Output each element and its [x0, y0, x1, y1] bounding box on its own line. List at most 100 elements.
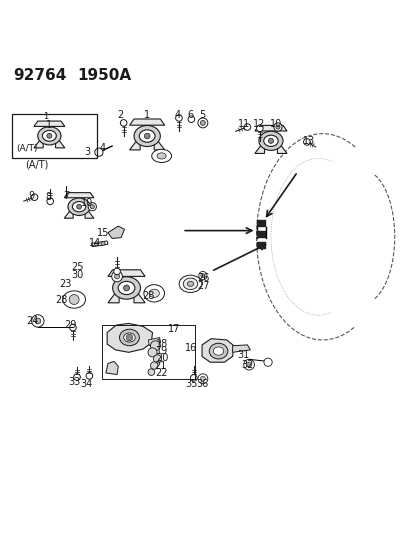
- Circle shape: [198, 271, 206, 280]
- Circle shape: [147, 369, 154, 375]
- Circle shape: [197, 118, 207, 128]
- Text: 3: 3: [84, 147, 90, 157]
- Text: 27: 27: [197, 281, 209, 292]
- Polygon shape: [232, 345, 250, 352]
- Polygon shape: [108, 293, 119, 303]
- Circle shape: [31, 315, 44, 327]
- Text: 13: 13: [302, 136, 315, 146]
- Ellipse shape: [209, 343, 227, 359]
- Text: 6: 6: [187, 110, 193, 120]
- Text: 36: 36: [195, 379, 208, 389]
- Polygon shape: [106, 361, 118, 375]
- Polygon shape: [64, 192, 94, 198]
- Ellipse shape: [42, 131, 56, 141]
- Text: 31: 31: [237, 350, 249, 360]
- Ellipse shape: [123, 333, 135, 342]
- Ellipse shape: [38, 127, 61, 145]
- Circle shape: [114, 274, 119, 279]
- Ellipse shape: [144, 285, 164, 302]
- Circle shape: [120, 119, 127, 126]
- Ellipse shape: [118, 281, 135, 295]
- Text: 29: 29: [64, 320, 76, 330]
- Text: 19: 19: [155, 346, 167, 356]
- Circle shape: [273, 123, 281, 131]
- Text: 9: 9: [28, 191, 35, 201]
- Circle shape: [47, 133, 52, 138]
- Circle shape: [88, 203, 96, 211]
- Circle shape: [190, 375, 197, 381]
- Bar: [257, 242, 266, 249]
- Circle shape: [275, 125, 279, 129]
- Bar: [102, 325, 194, 379]
- Circle shape: [35, 318, 40, 324]
- Circle shape: [74, 374, 80, 381]
- Text: 1: 1: [43, 112, 48, 121]
- Text: 14: 14: [88, 238, 101, 247]
- Text: 21: 21: [154, 360, 166, 370]
- Circle shape: [256, 125, 263, 132]
- Text: 5: 5: [198, 110, 205, 120]
- Polygon shape: [34, 140, 43, 148]
- Text: 8: 8: [45, 192, 51, 202]
- Text: (A/T): (A/T): [17, 144, 38, 154]
- Polygon shape: [64, 211, 73, 218]
- Ellipse shape: [187, 281, 193, 286]
- Circle shape: [246, 362, 251, 367]
- Circle shape: [126, 334, 133, 341]
- Circle shape: [86, 373, 93, 379]
- Text: 34: 34: [80, 379, 93, 389]
- Text: 4: 4: [174, 110, 180, 120]
- Text: 15: 15: [97, 228, 109, 238]
- Circle shape: [94, 242, 98, 246]
- Polygon shape: [34, 121, 65, 126]
- Circle shape: [188, 116, 194, 123]
- Text: 17: 17: [167, 324, 180, 334]
- Polygon shape: [85, 211, 94, 218]
- Text: 23: 23: [59, 279, 72, 289]
- Circle shape: [47, 198, 53, 205]
- Polygon shape: [129, 119, 164, 125]
- Ellipse shape: [151, 149, 171, 163]
- Text: 25: 25: [71, 262, 83, 271]
- Text: 32: 32: [241, 360, 253, 370]
- Circle shape: [123, 285, 129, 291]
- Polygon shape: [91, 241, 108, 247]
- Text: 16: 16: [185, 343, 197, 353]
- Text: 1950A: 1950A: [77, 68, 131, 84]
- Text: 1: 1: [46, 120, 52, 130]
- Text: 28: 28: [142, 291, 154, 301]
- Text: 12: 12: [252, 119, 265, 129]
- Circle shape: [147, 348, 157, 357]
- Bar: [257, 220, 266, 227]
- Polygon shape: [148, 337, 160, 346]
- Text: (A/T): (A/T): [25, 159, 49, 169]
- Circle shape: [90, 205, 94, 209]
- Circle shape: [200, 376, 205, 381]
- Circle shape: [95, 148, 103, 156]
- Circle shape: [69, 295, 79, 304]
- Text: 33: 33: [68, 377, 80, 387]
- Text: 20: 20: [156, 353, 168, 363]
- Polygon shape: [108, 226, 124, 238]
- Circle shape: [175, 115, 182, 122]
- Ellipse shape: [63, 291, 85, 308]
- Bar: [12, 114, 97, 158]
- Ellipse shape: [213, 347, 223, 355]
- Circle shape: [69, 324, 76, 331]
- Text: 11: 11: [237, 119, 249, 129]
- Circle shape: [101, 241, 105, 246]
- Polygon shape: [107, 324, 152, 352]
- Text: 10: 10: [270, 119, 282, 129]
- Polygon shape: [202, 338, 233, 362]
- Ellipse shape: [72, 201, 85, 212]
- Polygon shape: [129, 141, 140, 150]
- Ellipse shape: [258, 131, 282, 150]
- Circle shape: [153, 355, 161, 363]
- Bar: [257, 231, 266, 238]
- Circle shape: [268, 138, 273, 143]
- Circle shape: [197, 374, 207, 384]
- Circle shape: [114, 268, 120, 274]
- Text: 28: 28: [55, 295, 68, 304]
- Circle shape: [303, 139, 309, 145]
- Ellipse shape: [179, 275, 202, 293]
